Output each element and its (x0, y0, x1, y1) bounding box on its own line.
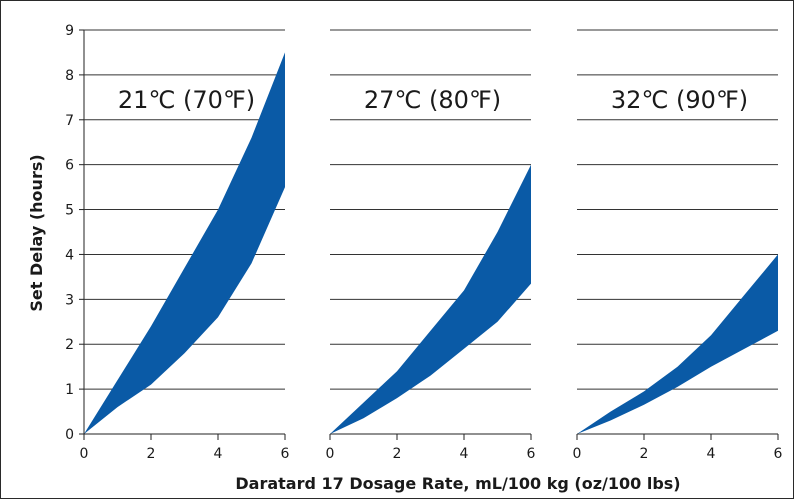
panel-3-delay-band (577, 254, 778, 434)
y-tick-label: 7 (65, 113, 74, 129)
y-tick-label: 0 (65, 427, 74, 443)
panel-1-x-tick-label: 2 (147, 446, 156, 462)
panel-2-title: 27℃ (80℉) (364, 86, 501, 114)
panel-1-x-tick-label: 4 (214, 446, 223, 462)
panel-2-x-tick-label: 0 (326, 446, 335, 462)
panel-2-x-tick-label: 4 (460, 446, 469, 462)
y-tick-label: 1 (65, 382, 74, 398)
panel-3-x-tick-label: 0 (573, 446, 582, 462)
panel-3-x-tick-label: 2 (640, 446, 649, 462)
panel-1-x-tick-label: 0 (80, 446, 89, 462)
y-tick-label: 4 (65, 247, 74, 263)
panel-2-x-tick-label: 6 (527, 446, 536, 462)
panel-2-x-tick-label: 2 (393, 446, 402, 462)
panel-1-x-tick-label: 6 (281, 446, 290, 462)
y-tick-label: 3 (65, 292, 74, 308)
panel-2-delay-band (330, 164, 531, 434)
y-axis-label: Set Delay (hours) (27, 154, 46, 311)
panel-3-title: 32℃ (90℉) (611, 86, 748, 114)
y-tick-label: 8 (65, 68, 74, 84)
y-tick-label: 6 (65, 158, 74, 174)
panel-1-title: 21℃ (70℉) (118, 86, 255, 114)
y-tick-label: 5 (65, 203, 74, 219)
panel-3-x-tick-label: 6 (774, 446, 783, 462)
y-tick-label: 9 (65, 23, 74, 39)
y-tick-label: 2 (65, 337, 74, 353)
x-axis-label: Daratard 17 Dosage Rate, mL/100 kg (oz/1… (235, 474, 680, 493)
panel-1-delay-band (84, 52, 285, 435)
panel-3-x-tick-label: 4 (707, 446, 716, 462)
